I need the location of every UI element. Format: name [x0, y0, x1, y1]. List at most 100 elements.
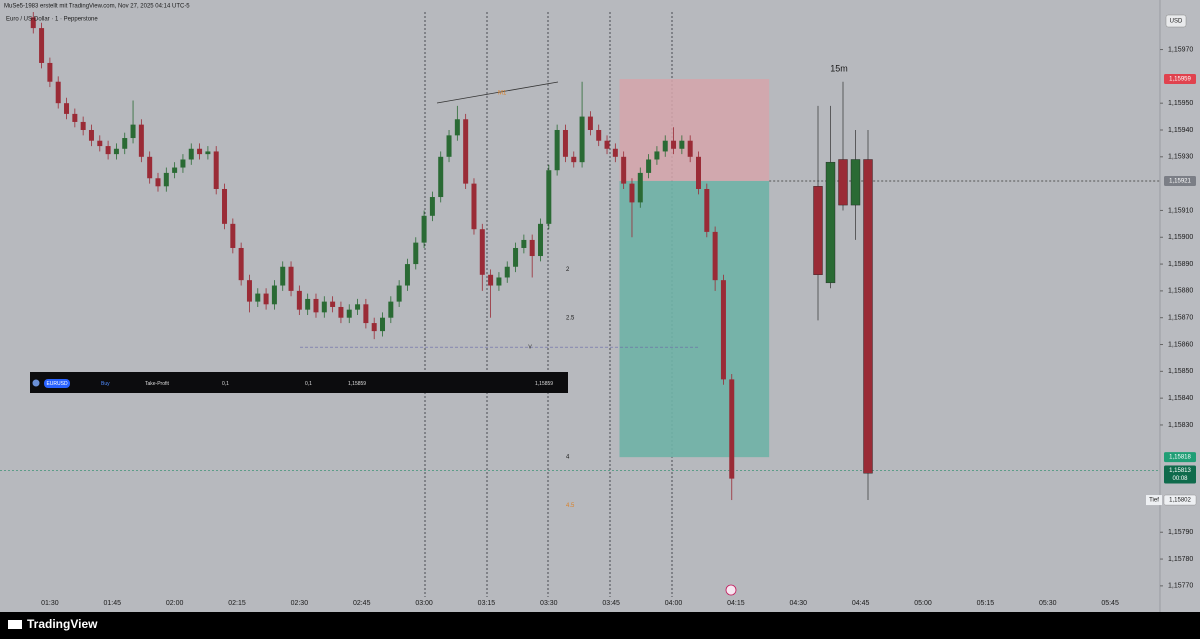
candle-body [72, 113, 78, 122]
candle-body [363, 304, 369, 324]
symbol-info: Euro / US-Dollar · 1 · Pepperstone [6, 17, 98, 23]
candle-body [138, 124, 144, 157]
countdown: 00:08 [1172, 476, 1188, 482]
x-tick-label: 01:45 [103, 600, 121, 607]
candle-body [596, 129, 602, 141]
candle-body [305, 298, 311, 310]
candle-body [554, 129, 560, 171]
candle-body [163, 172, 169, 187]
candle-body [629, 183, 635, 203]
main-layer: 1,15970 1,15950 1,15940 1,15930 1,15910 1,159… [0, 12, 1197, 607]
candle-body [88, 129, 94, 141]
candle-body [446, 135, 452, 157]
candle-body [695, 156, 701, 189]
candle-body [720, 280, 726, 380]
event-icon[interactable] [725, 584, 737, 596]
candle-body [637, 172, 643, 203]
candle-body [64, 103, 70, 114]
x-tick-label: 05:00 [914, 600, 932, 607]
stop-tag-label: 1,15959 [1169, 77, 1191, 83]
last-price-tag [1164, 465, 1196, 484]
candle-body [463, 119, 469, 184]
candle-body [321, 301, 327, 313]
fib-label: 4.5 [566, 503, 575, 509]
x-tick-label: 04:45 [852, 600, 870, 607]
candle-body [587, 116, 593, 130]
candle-body [454, 119, 460, 136]
candle-body [612, 148, 618, 157]
candle-body [404, 264, 410, 286]
y-tick-label: 1,15900 [1168, 234, 1193, 241]
candle-body [30, 17, 36, 29]
candle-body [197, 148, 203, 155]
order-side: Buy [101, 381, 110, 387]
trend-label: M1 [498, 91, 507, 97]
target-tag [1164, 452, 1196, 463]
candle-body [147, 156, 153, 179]
x-tick-label: 03:00 [415, 600, 433, 607]
candle-body [313, 298, 319, 313]
inset-body [850, 159, 861, 206]
order-price: 1,15859 [348, 381, 366, 387]
candle-body [346, 309, 352, 318]
x-tick-label: 05:30 [1039, 600, 1057, 607]
currency-box[interactable] [1165, 14, 1187, 28]
x-tick-label: 04:15 [727, 600, 745, 607]
candle-body [238, 247, 244, 281]
order-qty: 0,1 [305, 381, 312, 387]
candle-body [155, 178, 161, 187]
x-tick-label: 03:15 [478, 600, 496, 607]
candle-body [538, 223, 544, 257]
inset-body [838, 159, 848, 206]
candle-body [571, 156, 577, 163]
y-tick-label: 1,15910 [1168, 207, 1193, 214]
x-tick-label: 05:45 [1101, 600, 1119, 607]
candle-body [113, 148, 119, 155]
header-title: MuSe5-1983 erstellt mit TradingView.com,… [4, 4, 190, 10]
y-tick-label: 1,15970 [1168, 46, 1193, 53]
target-tag-label: 1,15818 [1169, 455, 1191, 461]
brand: TradingView [27, 617, 98, 631]
level-label: V [528, 345, 532, 351]
y-tick-label: 1,15850 [1168, 368, 1193, 375]
y-tick-label: 1,15790 [1168, 529, 1193, 536]
low-tag [1163, 494, 1197, 506]
currency[interactable]: USD [1170, 19, 1183, 25]
price-axis-bg [1160, 0, 1200, 612]
candle-body [662, 140, 668, 152]
footer-bar [0, 612, 1200, 639]
candle-body [488, 274, 494, 286]
candle-body [330, 301, 336, 307]
position-layer [619, 79, 1160, 458]
candle-body [479, 229, 485, 275]
x-tick-label: 05:15 [977, 600, 995, 607]
x-tick-label: 02:00 [166, 600, 184, 607]
order-symbol: EURUSD [46, 381, 68, 387]
x-tick-label: 04:30 [790, 600, 808, 607]
y-tick-label: 1,15830 [1168, 422, 1193, 429]
x-tick-label: 02:15 [228, 600, 246, 607]
candle-body [604, 140, 610, 149]
order-price: 1,15859 [535, 381, 553, 387]
y-tick-label: 1,15950 [1168, 100, 1193, 107]
candle-body [188, 148, 194, 160]
stop-tag [1164, 74, 1196, 85]
candle-body [97, 140, 103, 147]
candle-body [496, 277, 502, 286]
candle-body [288, 266, 294, 291]
candle-body [712, 231, 718, 281]
candle-body [646, 159, 652, 173]
candle-body [222, 188, 228, 224]
candle-body [39, 28, 45, 63]
inset-body [825, 161, 836, 284]
stop-zone [619, 79, 770, 181]
y-tick-label: 1,15840 [1168, 395, 1193, 402]
x-tick-label: 03:30 [540, 600, 558, 607]
inset-body [863, 159, 873, 474]
entry-tag-label: 1,15921 [1169, 179, 1191, 185]
y-tick-label: 1,15870 [1168, 315, 1193, 322]
candle-body [579, 116, 585, 163]
y-tick-label: 1,15890 [1168, 261, 1193, 268]
